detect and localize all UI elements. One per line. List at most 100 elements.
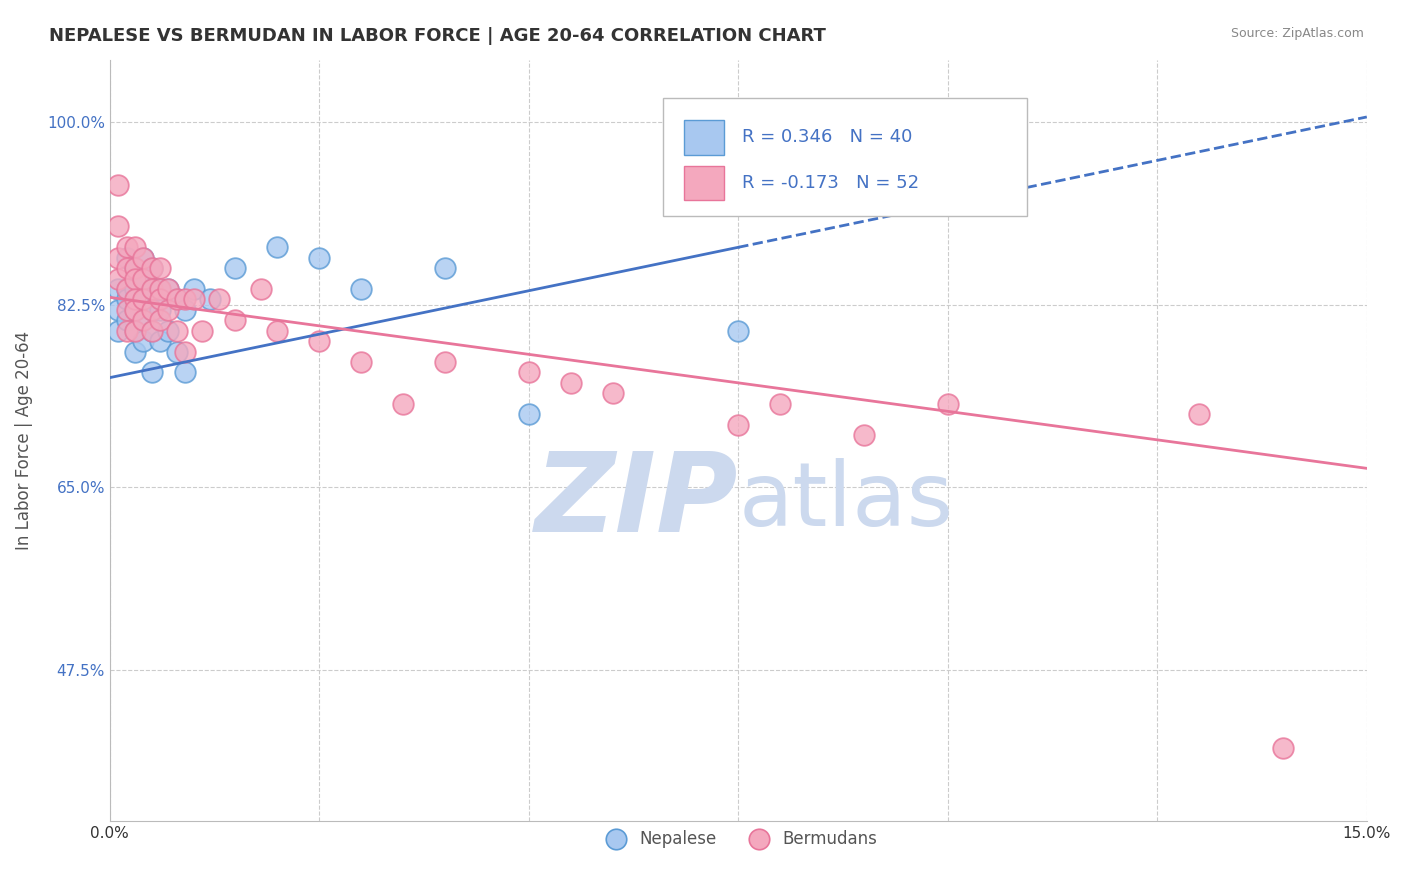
Point [166, 293, 188, 307]
Point [107, 251, 129, 265]
Point [174, 366, 197, 380]
Point [249, 282, 271, 296]
Point [183, 282, 205, 296]
Point [107, 282, 129, 296]
Point [149, 261, 172, 276]
FancyBboxPatch shape [685, 166, 724, 201]
Point [141, 302, 163, 317]
Point [517, 407, 540, 421]
Point [115, 261, 138, 276]
Point [433, 355, 456, 369]
Point [200, 293, 222, 307]
Point [166, 344, 188, 359]
Point [124, 302, 146, 317]
Point [157, 282, 180, 296]
Point [124, 240, 146, 254]
Point [107, 324, 129, 338]
Point [115, 293, 138, 307]
Point [350, 282, 373, 296]
Point [392, 397, 415, 411]
Point [141, 366, 163, 380]
Point [124, 324, 146, 338]
Point [149, 313, 172, 327]
Point [433, 261, 456, 276]
Point [149, 293, 172, 307]
Point [266, 240, 288, 254]
Point [853, 428, 876, 442]
Point [124, 282, 146, 296]
Point [157, 324, 180, 338]
Point [308, 251, 330, 265]
Point [107, 178, 129, 192]
Point [166, 293, 188, 307]
Point [124, 261, 146, 276]
Point [115, 240, 138, 254]
Point [141, 282, 163, 296]
Point [124, 344, 146, 359]
Y-axis label: In Labor Force | Age 20-64: In Labor Force | Age 20-64 [15, 331, 32, 549]
Point [141, 302, 163, 317]
Point [124, 293, 146, 307]
Point [107, 271, 129, 285]
Text: R = -0.173   N = 52: R = -0.173 N = 52 [742, 174, 920, 192]
Point [115, 313, 138, 327]
Point [769, 397, 792, 411]
Point [115, 282, 138, 296]
Point [157, 282, 180, 296]
Point [174, 293, 197, 307]
Point [115, 282, 138, 296]
Point [191, 324, 214, 338]
Point [174, 344, 197, 359]
Point [115, 302, 138, 317]
Point [107, 219, 129, 234]
Text: NEPALESE VS BERMUDAN IN LABOR FORCE | AGE 20-64 CORRELATION CHART: NEPALESE VS BERMUDAN IN LABOR FORCE | AG… [49, 27, 827, 45]
Legend: Nepalese, Bermudans: Nepalese, Bermudans [593, 823, 883, 855]
Point [149, 334, 172, 348]
Point [115, 251, 138, 265]
Point [727, 324, 749, 338]
Point [208, 293, 231, 307]
Point [115, 324, 138, 338]
Point [132, 251, 155, 265]
Point [141, 261, 163, 276]
Point [141, 282, 163, 296]
Point [308, 334, 330, 348]
Point [166, 324, 188, 338]
Point [132, 313, 155, 327]
Point [132, 271, 155, 285]
Point [936, 397, 959, 411]
Point [224, 261, 246, 276]
Point [149, 282, 172, 296]
Point [224, 313, 246, 327]
Point [124, 302, 146, 317]
Text: atlas: atlas [738, 458, 953, 545]
Point [1188, 407, 1211, 421]
Point [517, 366, 540, 380]
Point [350, 355, 373, 369]
Text: Source: ZipAtlas.com: Source: ZipAtlas.com [1230, 27, 1364, 40]
Point [149, 282, 172, 296]
Point [141, 324, 163, 338]
FancyBboxPatch shape [662, 97, 1028, 216]
Point [141, 261, 163, 276]
Point [266, 324, 288, 338]
Point [132, 293, 155, 307]
Point [149, 302, 172, 317]
Point [174, 302, 197, 317]
Point [727, 417, 749, 432]
Point [132, 313, 155, 327]
Point [157, 302, 180, 317]
Point [141, 324, 163, 338]
Point [124, 261, 146, 276]
Point [124, 324, 146, 338]
Point [560, 376, 582, 390]
Text: R = 0.346   N = 40: R = 0.346 N = 40 [742, 128, 912, 146]
Point [1272, 740, 1295, 755]
Point [132, 334, 155, 348]
Point [132, 271, 155, 285]
Point [107, 302, 129, 317]
Point [602, 386, 624, 401]
FancyBboxPatch shape [685, 120, 724, 154]
Text: ZIP: ZIP [534, 448, 738, 555]
Point [132, 251, 155, 265]
